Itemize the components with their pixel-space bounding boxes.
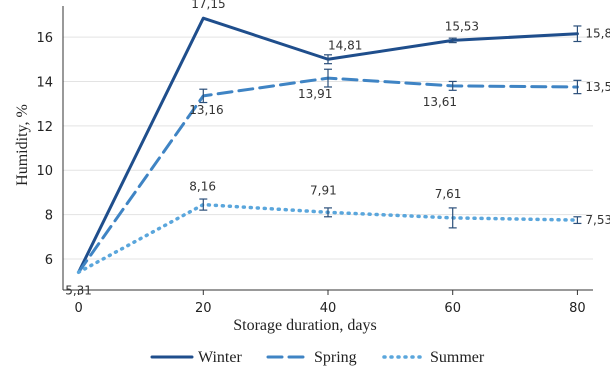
y-tick-label: 6 [45, 253, 53, 268]
data-label: 17,15 [191, 0, 225, 11]
data-label: 7,53 [585, 213, 610, 227]
legend: Winter Spring Summer [150, 349, 485, 366]
data-label: 15,80 [585, 27, 610, 41]
data-label: 13,16 [189, 103, 223, 117]
data-label: 13,91 [298, 87, 332, 101]
x-tick-label: 0 [74, 301, 82, 316]
error-bars [199, 25, 582, 229]
y-tick-label: 14 [36, 75, 53, 90]
y-tick-labels: 6 8 10 12 14 16 [36, 31, 53, 268]
series-line-spring [77, 76, 579, 274]
legend-label-winter: Winter [198, 349, 242, 366]
data-labels: 17,15 14,81 15,53 15,80 13,16 13,91 13,61 13,53… [65, 0, 610, 297]
x-tick-labels: 0 20 40 60 80 [74, 301, 585, 316]
y-tick-label: 8 [45, 209, 53, 224]
data-label: 14,81 [328, 38, 362, 52]
x-tick-label: 20 [195, 301, 212, 316]
y-tick-label: 12 [36, 120, 53, 135]
x-axis-title: Storage duration, days [233, 317, 377, 334]
x-tick-label: 40 [320, 301, 337, 316]
data-label: 7,91 [310, 183, 337, 197]
y-axis-title: Humidity, % [14, 104, 31, 186]
data-label: 13,53 [585, 80, 610, 94]
data-label: 15,53 [445, 19, 479, 33]
data-label: 5,31 [65, 283, 92, 297]
x-tick-label: 60 [444, 301, 461, 316]
y-tick-label: 10 [36, 164, 53, 179]
data-label: 7,61 [435, 187, 462, 201]
y-tick-label: 16 [36, 31, 53, 46]
data-label: 13,61 [423, 95, 457, 109]
legend-label-spring: Spring [314, 349, 357, 366]
x-tick-label: 80 [569, 301, 586, 316]
data-label: 8,16 [189, 180, 216, 194]
axes [62, 6, 593, 295]
legend-label-summer: Summer [430, 349, 485, 366]
